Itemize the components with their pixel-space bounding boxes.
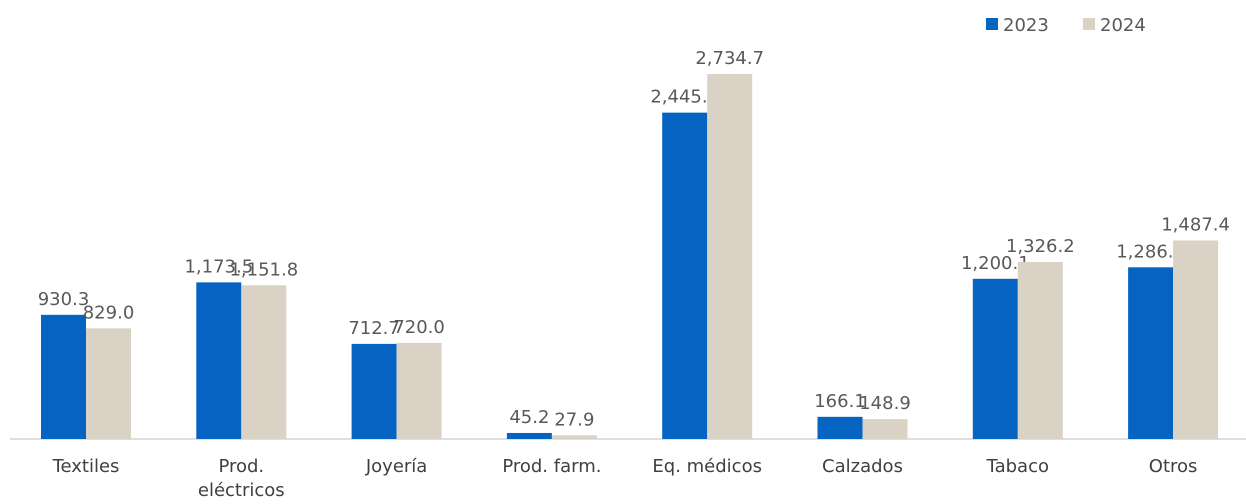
value-label: 930.3 <box>38 289 90 310</box>
value-label: 2,445.2 <box>650 87 719 108</box>
bar <box>972 278 1018 439</box>
legend-label: 2024 <box>1100 15 1146 36</box>
legend-label: 2023 <box>1003 15 1049 36</box>
bar <box>1128 267 1174 439</box>
value-label: 1,151.8 <box>229 259 298 280</box>
x-tick-label: Otros <box>1148 456 1198 477</box>
bar <box>506 432 552 439</box>
value-label: 1,200.1 <box>961 253 1030 274</box>
bar <box>707 74 753 439</box>
bar <box>241 285 287 439</box>
bar <box>662 112 708 439</box>
bar <box>551 435 597 439</box>
value-label: 1,326.2 <box>1006 236 1075 257</box>
x-tick-label: Calzados <box>822 456 903 477</box>
bar <box>351 343 397 439</box>
value-label: 166.1 <box>814 391 866 412</box>
value-label: 720.0 <box>393 317 445 338</box>
value-label: 148.9 <box>859 393 911 414</box>
x-tick-label: Textiles <box>52 456 120 477</box>
bar <box>1017 261 1063 439</box>
x-tick-label: Joyería <box>365 456 428 477</box>
bar <box>862 419 908 439</box>
legend-swatch <box>986 18 998 30</box>
bar <box>396 342 442 439</box>
value-label: 27.9 <box>554 409 594 430</box>
x-tick-label: Eq. médicos <box>652 456 762 477</box>
bar <box>1173 240 1219 439</box>
value-label: 1,286.3 <box>1116 241 1185 262</box>
value-label: 45.2 <box>509 407 549 428</box>
value-label: 2,734.7 <box>695 48 764 69</box>
bar <box>41 314 86 439</box>
x-tick-label: Prod. eléctricos <box>197 456 285 501</box>
value-label: 712.7 <box>348 318 400 339</box>
x-tick-label: Tabaco <box>986 456 1049 477</box>
legend-swatch <box>1083 18 1095 30</box>
value-label: 1,487.4 <box>1161 214 1230 235</box>
value-label: 829.0 <box>83 302 135 323</box>
bar <box>86 328 131 439</box>
value-label: 1,173.5 <box>184 256 253 277</box>
bar <box>817 416 863 439</box>
x-tick-label: Prod. farm. <box>502 456 602 477</box>
bar <box>196 282 242 439</box>
